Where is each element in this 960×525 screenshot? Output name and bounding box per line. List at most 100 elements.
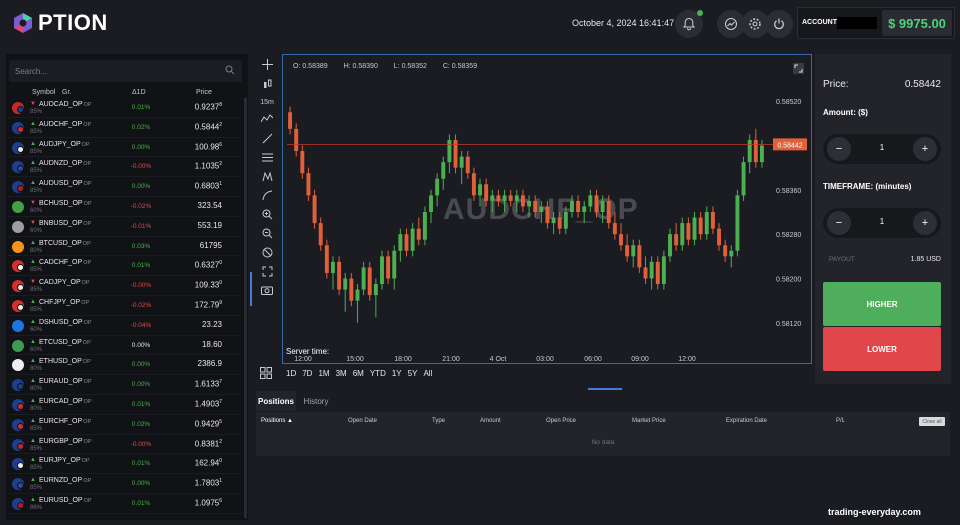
candle [704, 206, 709, 240]
col-open-date[interactable]: Open Date [348, 418, 378, 424]
asset-row[interactable]: ▲ EURGBP_OPOP 85% -0.00% 0.83812 [6, 435, 242, 455]
brush-tool[interactable] [260, 188, 274, 202]
column-price[interactable]: Price [196, 89, 212, 96]
lower-button[interactable]: LOWER [823, 327, 941, 371]
trendline-tool[interactable] [260, 131, 274, 145]
candle [410, 223, 415, 257]
col-expiration-date[interactable]: Expiration Date [726, 418, 768, 424]
candle [422, 206, 427, 246]
price-chart[interactable]: O: 0.58389 H: 0.58390 L: 0.58352 C: 0.58… [282, 54, 812, 364]
column-symbol[interactable]: Symbol [32, 89, 56, 96]
candle-body [453, 139, 458, 168]
asset-row[interactable]: ▲ ETHUSD_OPOP 80% 0.00% 2386.9 [6, 355, 242, 376]
asset-row[interactable]: ▲ ETCUSD_OPOP 60% 0.00% 18.60 [6, 336, 242, 356]
column-change[interactable]: Δ1D [132, 89, 146, 96]
account-box[interactable]: ACCOUNT: $ 9975.00 [797, 7, 955, 39]
asset-row[interactable]: ▲ EURCHF_OPOP 85% 0.02% 0.94295 [6, 415, 242, 435]
col-positions[interactable]: Positions ▲ [261, 418, 293, 424]
asset-symbol-text: BCHUSD_OP [39, 199, 83, 207]
amount-increase-button[interactable]: + [913, 137, 937, 161]
crosshair-tool[interactable] [260, 57, 274, 71]
fullscreen-icon [262, 266, 272, 276]
fib-tool[interactable] [260, 150, 274, 164]
compare-tool[interactable] [260, 245, 274, 259]
layout-grid-icon[interactable] [260, 367, 272, 379]
asset-tag: OP [83, 220, 92, 227]
asset-row[interactable]: ▲ EURCAD_OPOP 80% 0.01% 1.49037 [6, 395, 242, 415]
asset-row[interactable]: ▲ EURNZD_OPOP 85% 0.00% 1.78031 [6, 474, 242, 494]
trend-up-icon: ▲ [30, 417, 36, 424]
screenshot-tool[interactable] [260, 283, 274, 297]
range-5y[interactable]: 5Y [407, 369, 418, 378]
column-group[interactable]: Gr. [62, 89, 72, 96]
col-open-price[interactable]: Open Price [546, 418, 577, 424]
higher-button[interactable]: HIGHER [823, 282, 941, 326]
asset-row[interactable]: ▲ AUDUSD_OPOP 85% 0.00% 0.68031 [6, 177, 242, 197]
asset-row[interactable]: ▲ CADCHF_OPOP 85% 0.01% 0.63270 [6, 256, 242, 277]
asset-row[interactable]: ▲ EURUSD_OPOP 86% 0.01% 1.09756 [6, 494, 242, 514]
range-7d[interactable]: 7D [302, 369, 313, 378]
asset-row[interactable]: ▲ EURAUD_OPOP 80% 0.00% 1.61337 [6, 375, 242, 395]
asset-price: 2386.9 [172, 359, 222, 368]
asset-list-scrollbar[interactable] [244, 98, 247, 518]
stats-button[interactable] [717, 10, 745, 38]
zoom-in-tool[interactable] [260, 207, 274, 221]
positions-resize-handle[interactable] [588, 388, 622, 390]
col-amount[interactable]: Amount [480, 418, 501, 424]
candle-body [496, 195, 501, 201]
asset-row[interactable]: ▼ AUDCAD_OPOP 85% 0.01% 0.92378 [6, 98, 242, 118]
asset-row[interactable]: ▲ CHFJPY_OPOP 85% -0.02% 172.799 [6, 296, 242, 316]
zoom-out-tool[interactable] [260, 226, 274, 240]
settings-button[interactable] [741, 10, 769, 38]
asset-symbol: EURUSD_OPOP [39, 497, 92, 504]
candle [674, 223, 679, 251]
range-ytd[interactable]: YTD [369, 369, 386, 378]
trend-up-icon: ▲ [30, 318, 36, 325]
col-pl[interactable]: P/L [836, 418, 846, 424]
range-all[interactable]: All [423, 369, 433, 378]
amount-decrease-button[interactable]: − [827, 137, 851, 161]
indicators-tool[interactable] [260, 112, 274, 126]
asset-price: 162.940 [172, 458, 222, 468]
asset-row[interactable]: ▲ DSHUSD_OPOP 60% -0.04% 23.23 [6, 316, 242, 336]
logout-button[interactable] [765, 10, 793, 38]
logo[interactable]: PTION [12, 10, 108, 36]
asset-price: 109.330 [172, 280, 222, 290]
col-type[interactable]: Type [432, 418, 446, 424]
asset-row[interactable]: ▲ EURJPY_OPOP 85% 0.01% 162.940 [6, 454, 242, 475]
asset-price: 18.60 [172, 340, 222, 349]
timeframe-increase-button[interactable]: + [913, 211, 937, 235]
asset-row[interactable]: ▲ BTCUSD_OPOP 80% 0.03% 61795 [6, 237, 242, 257]
amount-input[interactable]: 1 [879, 143, 885, 152]
range-3m[interactable]: 3M [335, 369, 347, 378]
pattern-tool[interactable] [260, 169, 274, 183]
range-1y[interactable]: 1Y [391, 369, 402, 378]
asset-symbol-text: AUDNZD_OP [39, 160, 83, 168]
range-1m[interactable]: 1M [318, 369, 330, 378]
close-all-button[interactable]: Close all [919, 417, 945, 426]
range-6m[interactable]: 6M [352, 369, 364, 378]
fullscreen-tool[interactable] [260, 264, 274, 278]
asset-row[interactable]: ▼ CADJPY_OPOP 85% -0.00% 109.330 [6, 276, 242, 296]
candle-type-tool[interactable] [260, 77, 274, 91]
tab-history[interactable]: History [303, 396, 329, 406]
candle [520, 189, 525, 212]
panel-resize-handle[interactable] [250, 272, 252, 306]
asset-change: -0.00% [130, 440, 152, 448]
interval-selector[interactable]: 15m [260, 98, 274, 106]
candle [465, 151, 470, 179]
tab-positions[interactable]: Positions [256, 391, 296, 411]
timeframe-decrease-button[interactable]: − [827, 211, 851, 235]
expand-chart-icon[interactable] [793, 63, 804, 74]
asset-row[interactable]: ▲ AUDNZD_OPOP 85% -0.00% 1.10352 [6, 157, 242, 178]
candle [508, 189, 513, 207]
asset-row[interactable]: ▲ AUDJPY_OPOP 85% 0.00% 100.986 [6, 138, 242, 158]
range-1d[interactable]: 1D [286, 369, 297, 378]
asset-row[interactable]: ▲ AUDCHF_OPOP 85% 0.02% 0.58442 [6, 118, 242, 138]
timeframe-input[interactable]: 1 [879, 217, 885, 226]
search-input[interactable] [9, 60, 242, 82]
asset-row[interactable]: ▼ BCHUSD_OPOP 60% -0.02% 323.54 [6, 197, 242, 217]
asset-row[interactable]: ▼ BNBUSD_OPOP 60% -0.01% 553.19 [6, 217, 242, 237]
candle-body [588, 195, 593, 207]
col-market-price[interactable]: Market Price [632, 418, 666, 424]
